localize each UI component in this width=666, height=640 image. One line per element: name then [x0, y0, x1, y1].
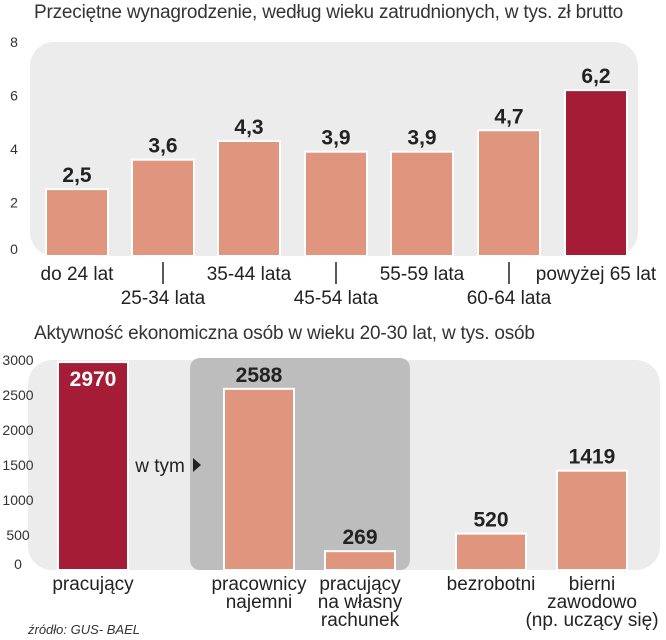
chart1-bar: [564, 89, 628, 258]
chart1-value-label: 3,6: [148, 135, 177, 158]
chart2-bar: [57, 361, 129, 571]
chart1-bar: [477, 129, 541, 257]
chart1-bar: [131, 158, 195, 257]
chart1-ytick: 4: [10, 141, 18, 157]
chart2-category-label: pracujący: [52, 574, 134, 595]
chart1-value-label: 3,9: [407, 127, 436, 150]
chart1-value-label: 2,5: [62, 164, 92, 187]
chart2-ytick: 2000: [2, 422, 33, 438]
chart2-group-arrow: [193, 458, 201, 472]
chart1-ytick: 0: [10, 241, 18, 257]
chart2-category-label: zawodowo: [547, 592, 637, 613]
chart1-bar: [45, 188, 109, 257]
chart1-title: Przeciętne wynagrodzenie, według wieku z…: [34, 2, 624, 23]
chart2-group-label: w tym: [134, 456, 185, 477]
chart2-ytick: 2500: [2, 387, 33, 403]
source-note: źródło: GUS- BAEL: [28, 622, 140, 637]
chart2-category-label: (np. uczący się): [525, 610, 658, 631]
chart2-ytick: 0: [14, 556, 22, 572]
chart2-category-label: rachunek: [321, 610, 400, 631]
chart1-category-label: 60-64 lata: [467, 288, 552, 309]
chart2-value-label: 1419: [569, 446, 616, 469]
chart2-value-label: 2588: [236, 364, 283, 387]
chart2-bar: [455, 532, 527, 571]
chart2-bar: [223, 387, 295, 571]
chart1-ytick: 2: [10, 195, 18, 211]
chart1-category-label: 45-54 lata: [294, 288, 379, 309]
chart2-ytick: 1000: [2, 492, 33, 508]
chart1-category-label: 55-59 lata: [380, 264, 465, 285]
chart2-value-label: 2970: [70, 368, 117, 391]
chart2-category-label: pracujący: [319, 574, 401, 595]
chart2-ytick: 3000: [2, 352, 33, 368]
chart2-category-label: najemni: [226, 592, 293, 613]
chart2-category-label: bezrobotni: [447, 574, 536, 595]
chart1-ytick: 6: [10, 88, 18, 104]
chart2-category-label: bierni: [569, 574, 615, 595]
chart1-bar: [304, 150, 368, 257]
chart1-value-label: 6,2: [581, 65, 610, 88]
chart1-bar: [217, 139, 281, 258]
chart1-category-label: powyżej 65 lat: [536, 264, 657, 285]
chart2-bar: [556, 469, 628, 572]
chart1-ytick: 8: [10, 34, 18, 50]
chart1-value-label: 4,3: [234, 116, 263, 139]
chart2-category-label: pracownicy: [211, 574, 307, 595]
chart1-value-label: 3,9: [321, 127, 350, 150]
chart2-bar: [324, 550, 396, 571]
chart2-ytick: 1500: [2, 457, 33, 473]
chart2-value-label: 269: [342, 526, 377, 549]
chart1-bar: [390, 150, 454, 257]
chart2-category-label: na własny: [318, 592, 403, 613]
chart1-category-label: 25-34 lata: [121, 288, 206, 309]
chart1-category-label: do 24 lat: [41, 264, 115, 285]
chart1-value-label: 4,7: [494, 105, 523, 128]
chart2-ytick: 500: [6, 527, 30, 543]
chart2-title: Aktywność ekonomiczna osób w wieku 20-30…: [34, 323, 535, 344]
chart2-value-label: 520: [473, 509, 508, 532]
chart1-category-label: 35-44 lata: [207, 264, 292, 285]
